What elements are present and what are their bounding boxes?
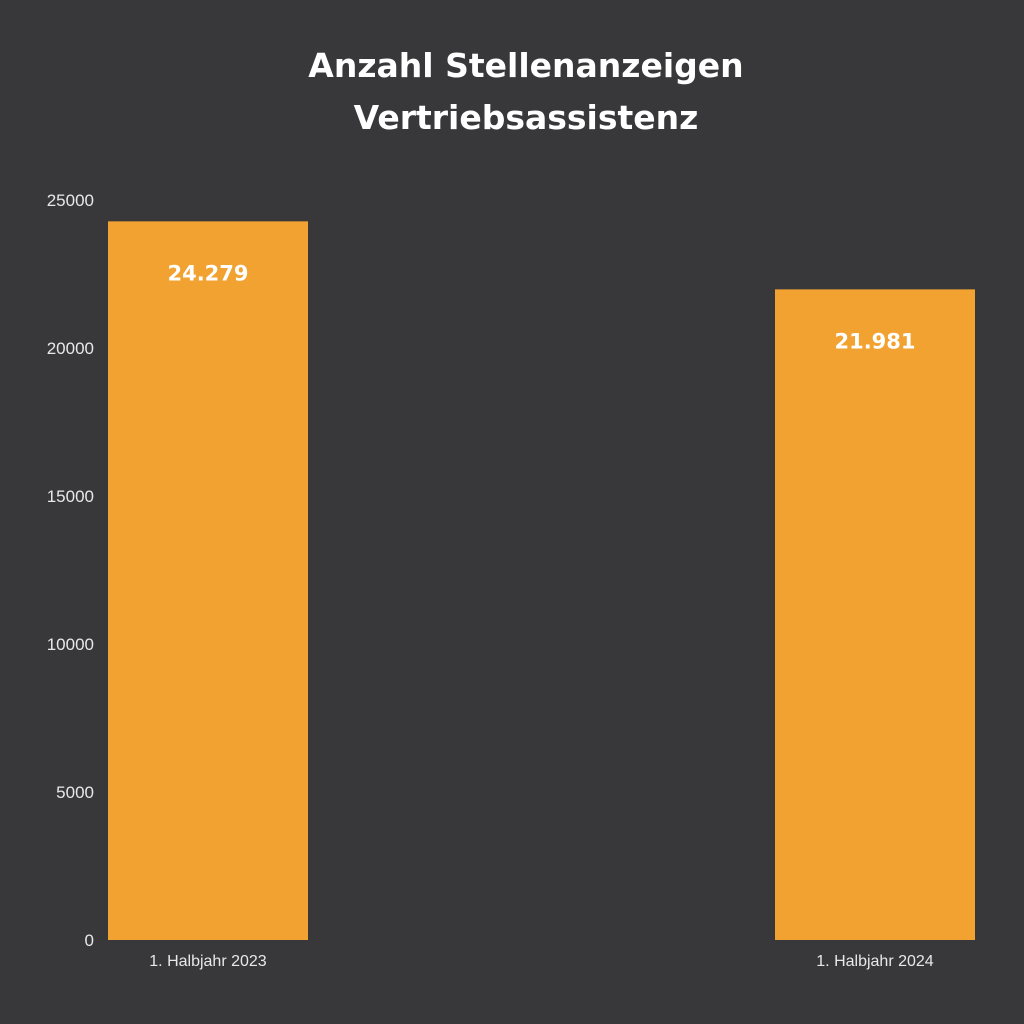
y-tick-label: 0 <box>85 931 94 950</box>
data-label: 21.981 <box>834 329 915 353</box>
chart-title-line-2: Vertriebsassistenz <box>353 98 699 137</box>
chart-title: Anzahl Stellenanzeigen Vertriebsassisten… <box>0 40 1024 144</box>
y-tick-label: 15000 <box>47 487 94 506</box>
y-tick-label: 10000 <box>47 635 94 654</box>
x-category-label: 1. Halbjahr 2024 <box>816 953 934 970</box>
y-tick-label: 20000 <box>47 339 94 358</box>
x-category-label: 1. Halbjahr 2023 <box>149 953 267 970</box>
y-tick-label: 25000 <box>47 191 94 210</box>
bar <box>108 221 308 940</box>
bar <box>775 289 975 940</box>
y-tick-label: 5000 <box>56 783 94 802</box>
chart-title-line-1: Anzahl Stellenanzeigen <box>308 46 744 85</box>
data-label: 24.279 <box>167 261 248 285</box>
